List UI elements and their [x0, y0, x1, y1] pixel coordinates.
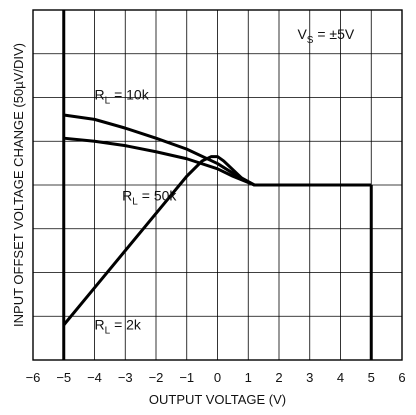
series-line-2	[62, 155, 372, 326]
x-tick-label: 2	[275, 370, 282, 385]
x-tick-label: −1	[179, 370, 194, 385]
x-tick-label: −3	[118, 370, 133, 385]
x-tick-label: 1	[245, 370, 252, 385]
x-axis-title: OUTPUT VOLTAGE (V)	[149, 392, 286, 407]
x-tick-label: −5	[56, 370, 71, 385]
x-tick-label: 0	[214, 370, 221, 385]
grid	[33, 10, 402, 360]
condition-rest: = ±5V	[313, 26, 354, 42]
series-label-1: RL = 50k	[122, 187, 177, 207]
plot-frame	[32, 9, 403, 361]
series-label-0: RL = 10k	[95, 87, 150, 107]
condition-label: VS = ±5V	[297, 26, 354, 46]
x-tick-label: −6	[26, 370, 41, 385]
x-tick-label: 6	[398, 370, 405, 385]
x-tick-label: 5	[368, 370, 375, 385]
x-tick-label: 3	[306, 370, 313, 385]
x-tick-label: −2	[149, 370, 164, 385]
series-group	[62, 113, 372, 326]
x-tick-label: −4	[87, 370, 102, 385]
series-labels: RL = 10k RL = 50k RL = 2k	[95, 87, 178, 337]
condition-sub: S	[307, 35, 314, 46]
boundary-lines	[62, 10, 373, 360]
x-tick-label: 4	[337, 370, 344, 385]
x-tick-labels: −6 −5 −4 −3 −2 −1 0 1 2 3 4 5 6	[26, 370, 406, 385]
condition-main: V	[297, 26, 307, 42]
y-axis-title: INPUT OFFSET VOLTAGE CHANGE (50µV/DIV)	[11, 43, 26, 327]
series-label-2: RL = 2k	[95, 316, 142, 336]
